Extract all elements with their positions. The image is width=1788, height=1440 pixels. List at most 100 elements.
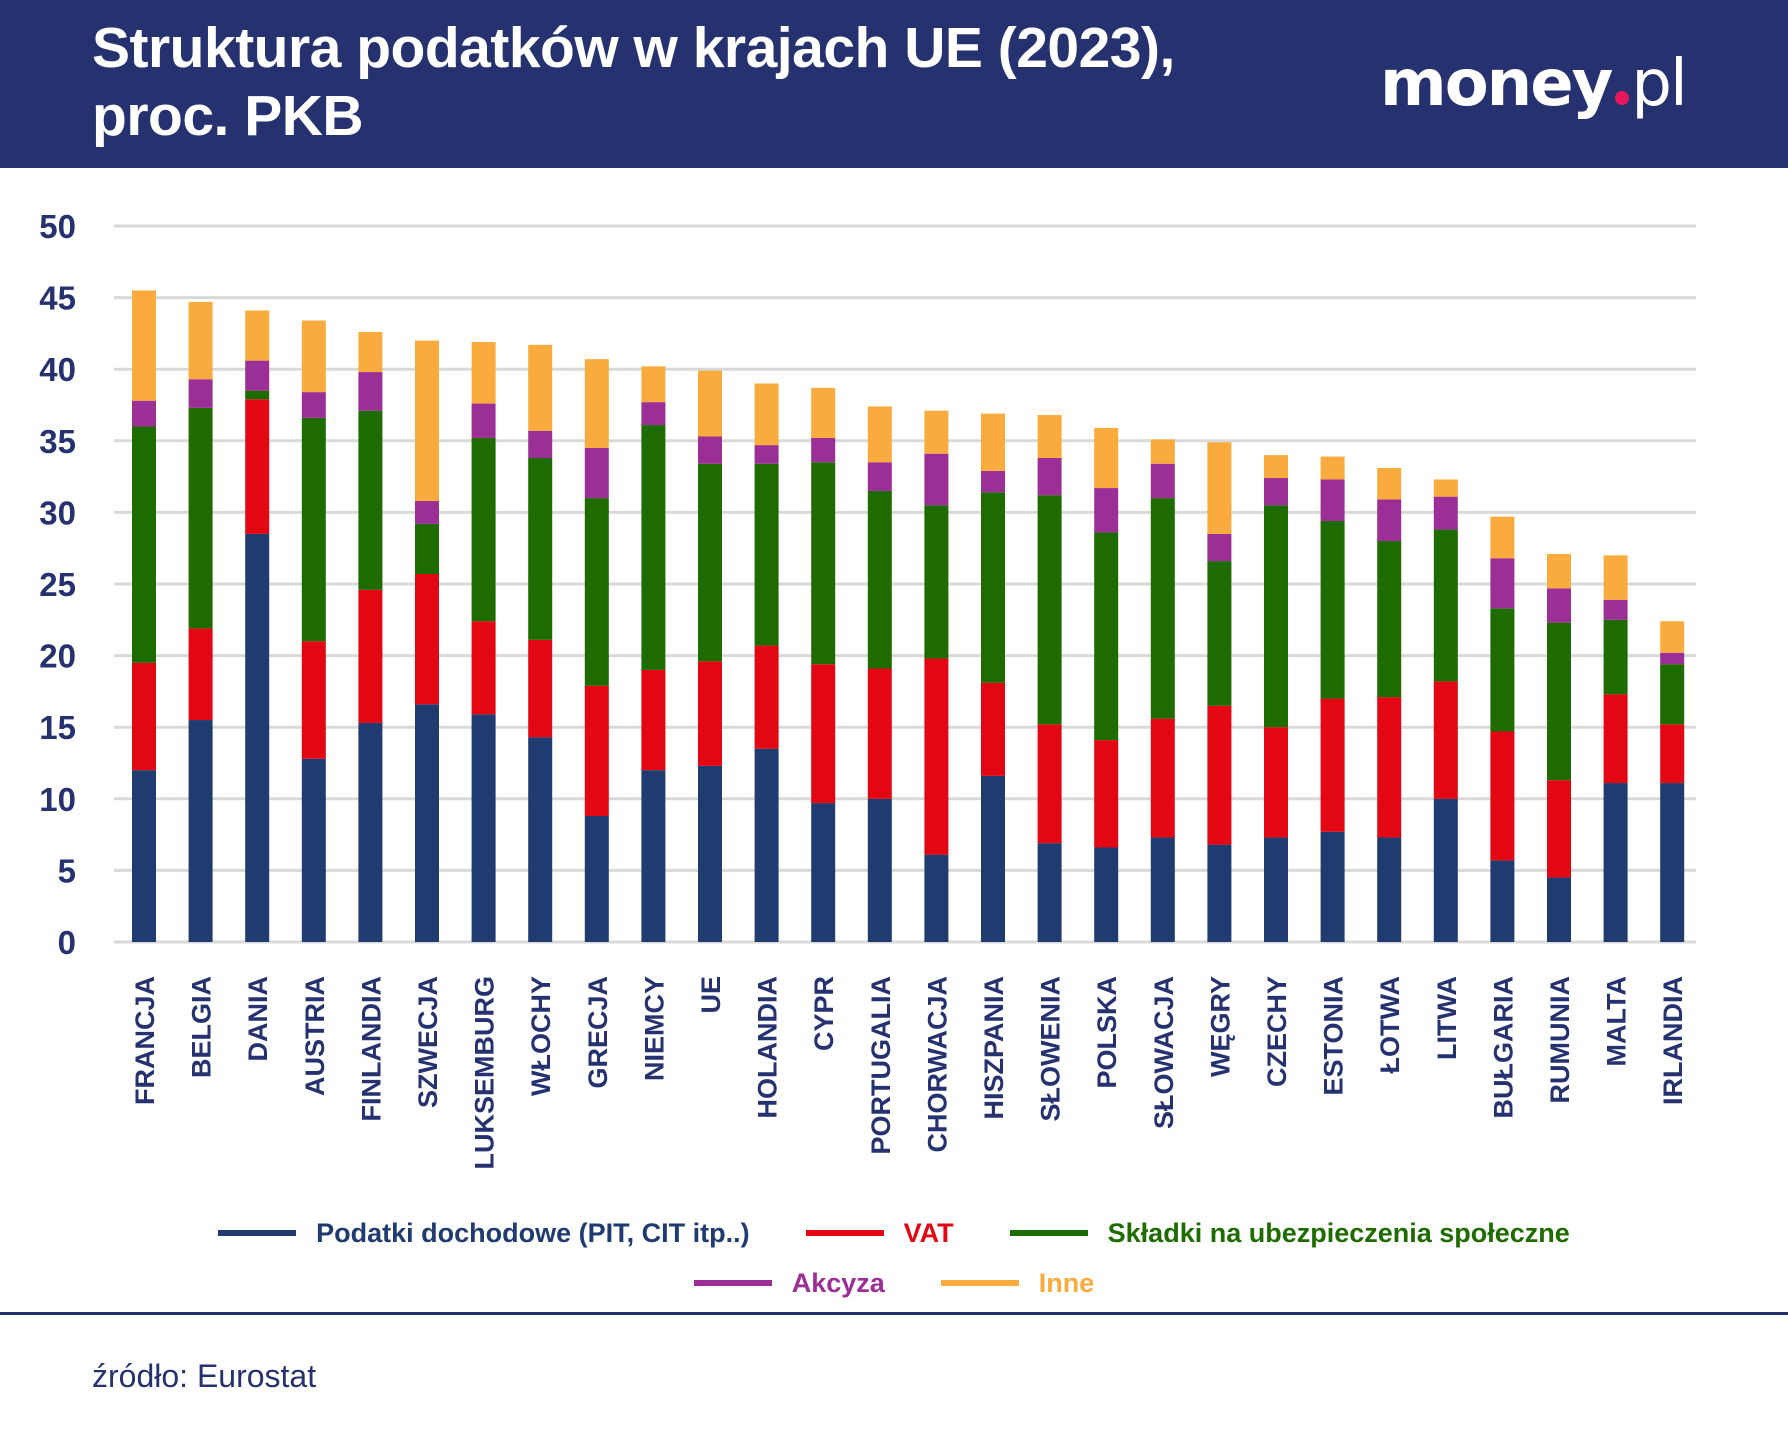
bar-seg-25-1 <box>1547 780 1571 878</box>
bar-seg-27-0 <box>1660 783 1685 942</box>
bar-seg-5-1 <box>415 573 439 705</box>
bar-seg-1-3 <box>188 379 213 408</box>
bar-seg-22-0 <box>1377 837 1402 942</box>
y-tick-label-40: 40 <box>39 351 76 388</box>
bar-seg-22-3 <box>1377 499 1402 542</box>
x-tick-label-6: LUKSEMBURG <box>470 976 500 1170</box>
bar-seg-4-3 <box>358 372 383 411</box>
bar-seg-1-1 <box>188 628 213 721</box>
legend-label-vat: VAT <box>903 1217 954 1248</box>
bar-seg-24-1 <box>1490 731 1515 861</box>
x-tick-label-13: PORTUGALIA <box>866 976 896 1155</box>
y-tick-label-5: 5 <box>58 852 76 889</box>
money-pl-logo: money pl <box>1380 44 1688 124</box>
bar-seg-7-2 <box>528 457 553 640</box>
logo-main-text: money <box>1380 47 1613 121</box>
bar-seg-25-0 <box>1547 877 1571 942</box>
bar-seg-19-0 <box>1207 844 1232 942</box>
bar-seg-17-4 <box>1094 427 1119 489</box>
chart-title: Struktura podatków w krajach UE (2023), … <box>92 14 1175 150</box>
bar-seg-12-4 <box>811 387 836 438</box>
bar-seg-2-4 <box>245 310 270 361</box>
bar-seg-25-3 <box>1547 588 1571 623</box>
y-tick-label-45: 45 <box>39 280 76 317</box>
bar-seg-4-2 <box>358 410 383 590</box>
bar-seg-7-3 <box>528 430 553 458</box>
bar-seg-6-1 <box>471 621 496 715</box>
x-tick-label-16: SŁOWENIA <box>1036 976 1066 1122</box>
bar-seg-20-1 <box>1264 727 1288 838</box>
bar-seg-11-3 <box>754 445 779 464</box>
bar-seg-10-3 <box>698 436 722 464</box>
bar-seg-0-2 <box>132 426 156 663</box>
bar-seg-6-4 <box>471 341 496 404</box>
bar-seg-27-4 <box>1660 621 1685 653</box>
x-tick-label-10: UE <box>696 976 726 1014</box>
bar-seg-1-0 <box>188 720 213 942</box>
bar-seg-26-1 <box>1603 694 1628 784</box>
bar-seg-8-3 <box>584 447 609 499</box>
y-tick-label-25: 25 <box>39 566 76 603</box>
bar-seg-1-2 <box>188 407 213 629</box>
bar-seg-5-3 <box>415 500 439 524</box>
bar-seg-15-1 <box>981 682 1005 776</box>
bar-seg-18-0 <box>1150 837 1175 942</box>
bar-seg-4-4 <box>358 331 383 373</box>
source-note: źródło: Eurostat <box>92 1358 317 1394</box>
x-tick-label-2: DANIA <box>243 976 273 1062</box>
legend-swatch-social-contributions <box>1009 1230 1088 1236</box>
bar-seg-2-0 <box>245 533 270 942</box>
bar-seg-0-1 <box>132 662 156 771</box>
bar-seg-7-0 <box>528 737 553 942</box>
bar-seg-18-4 <box>1150 439 1175 464</box>
bar-seg-2-3 <box>245 360 270 391</box>
bar-seg-20-3 <box>1264 478 1288 506</box>
bar-seg-25-2 <box>1547 622 1571 781</box>
x-tick-label-7: WŁOCHY <box>526 976 556 1096</box>
bar-seg-13-3 <box>867 462 892 491</box>
bar-seg-25-4 <box>1547 553 1571 589</box>
bar-seg-13-2 <box>867 490 892 669</box>
x-tick-label-14: CHORWACJA <box>922 976 952 1153</box>
bar-seg-7-1 <box>528 639 553 738</box>
x-tick-label-25: RUMUNIA <box>1545 976 1575 1104</box>
x-tick-label-11: HOLANDIA <box>753 976 783 1119</box>
legend-item-income-tax: Podatki dochodowe (PIT, CIT itp..) <box>218 1218 750 1249</box>
bar-seg-9-3 <box>641 402 666 426</box>
y-tick-label-15: 15 <box>39 709 76 746</box>
bar-seg-21-0 <box>1320 831 1345 942</box>
bar-seg-8-2 <box>584 498 609 686</box>
bar-seg-23-4 <box>1433 479 1458 497</box>
bar-seg-3-4 <box>301 320 326 393</box>
bar-seg-18-1 <box>1150 718 1175 838</box>
bar-seg-24-4 <box>1490 516 1515 559</box>
bar-seg-16-1 <box>1037 724 1062 844</box>
bar-seg-3-3 <box>301 392 326 418</box>
bar-seg-24-2 <box>1490 608 1515 732</box>
bar-seg-12-2 <box>811 462 836 665</box>
bar-seg-17-3 <box>1094 488 1119 533</box>
x-tick-label-20: CZECHY <box>1262 976 1292 1087</box>
bar-seg-0-0 <box>132 770 156 942</box>
bar-seg-9-0 <box>641 770 666 942</box>
bar-seg-22-1 <box>1377 697 1402 838</box>
legend-swatch-other <box>940 1280 1019 1286</box>
bar-seg-21-3 <box>1320 479 1345 521</box>
bar-seg-17-1 <box>1094 740 1119 848</box>
bar-seg-8-0 <box>584 815 609 942</box>
x-tick-label-18: SŁOWACJA <box>1149 976 1179 1129</box>
bar-seg-13-4 <box>867 406 892 463</box>
bar-seg-22-4 <box>1377 468 1402 500</box>
bar-seg-24-0 <box>1490 860 1515 942</box>
x-tick-label-4: FINLANDIA <box>356 976 386 1121</box>
bar-seg-14-3 <box>924 453 949 506</box>
y-tick-label-30: 30 <box>39 494 76 531</box>
legend-label-other: Inne <box>1038 1267 1095 1298</box>
bar-seg-11-1 <box>754 645 779 749</box>
bar-seg-12-1 <box>811 664 836 804</box>
bar-seg-16-4 <box>1037 415 1062 458</box>
bar-seg-23-3 <box>1433 496 1458 530</box>
logo-dot-icon <box>1615 91 1630 105</box>
x-tick-label-17: POLSKA <box>1092 976 1122 1089</box>
bar-seg-10-2 <box>698 463 722 662</box>
